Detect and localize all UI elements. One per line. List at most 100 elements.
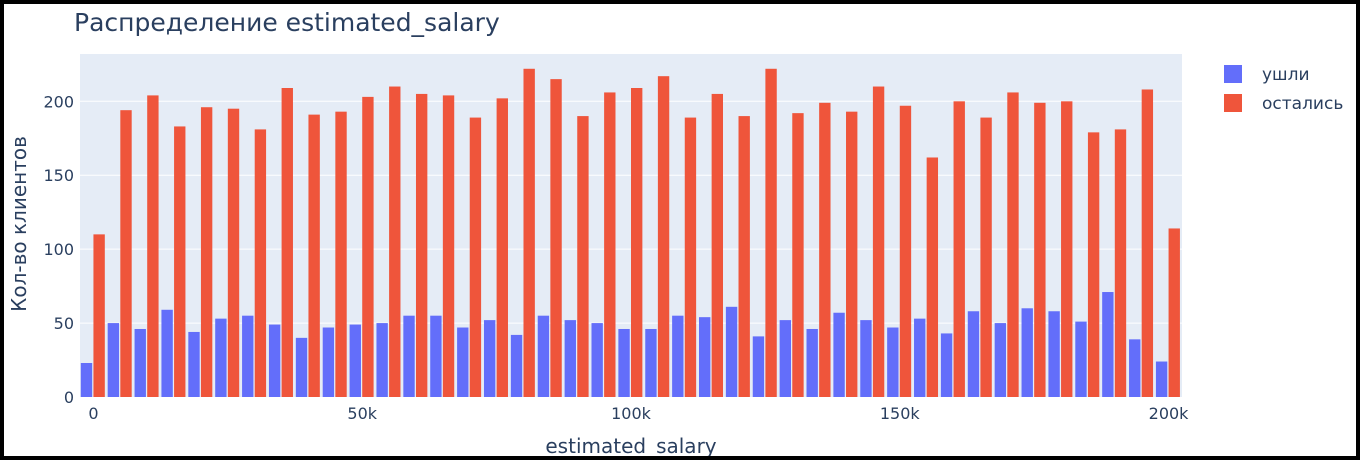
bar-retained (254, 129, 267, 397)
bar-retained (604, 92, 616, 397)
bar-retained (362, 96, 374, 398)
bar-retained (953, 101, 965, 397)
bar-churned (779, 320, 792, 397)
bar-churned (1102, 292, 1114, 397)
y-axis-label: Кол-во клиентов (7, 136, 31, 312)
bar-retained (872, 86, 885, 397)
bar-retained (819, 102, 831, 397)
bar-churned (1075, 321, 1087, 397)
bar-churned (161, 309, 173, 397)
bar-retained (765, 68, 777, 397)
legend[interactable]: ушли остались (1224, 65, 1343, 114)
bar-churned (833, 312, 845, 397)
bar-retained (1114, 129, 1127, 397)
y-tick-label: 50 (54, 314, 74, 333)
bar-retained (577, 116, 589, 397)
bar-churned (860, 320, 872, 397)
bar-retained (899, 105, 912, 397)
bar-retained (1168, 228, 1180, 397)
bar-retained (550, 79, 562, 397)
bar-churned (994, 323, 1007, 397)
bar-churned (672, 315, 684, 397)
bar-retained (389, 86, 401, 397)
bar-churned (134, 328, 146, 397)
bar-retained (1141, 89, 1154, 397)
bar-churned (403, 315, 415, 397)
bar-churned (430, 315, 442, 397)
bar-churned (349, 324, 361, 397)
bar-churned (967, 311, 980, 397)
bar-churned (618, 328, 630, 397)
bars (80, 68, 1180, 398)
bar-retained (200, 107, 213, 397)
y-tick-labels: 0 50 100 150 200 (43, 92, 74, 407)
bar-retained (308, 114, 320, 398)
bar-churned (1155, 361, 1168, 397)
bar-churned (107, 323, 120, 397)
bar-churned (914, 318, 926, 397)
legend-label-retained[interactable]: остались (1262, 94, 1343, 114)
x-axis-label: estimated_salary (545, 434, 716, 456)
bar-churned (645, 328, 657, 397)
legend-label-churned[interactable]: ушли (1262, 65, 1310, 85)
bar-retained (469, 117, 482, 397)
bar-churned (725, 306, 738, 397)
bar-churned (752, 336, 765, 397)
bar-retained (147, 95, 159, 398)
chart-title: Распределение estimated_salary (74, 8, 500, 37)
chart-canvas: Распределение estimated_salary 0 50 100 150… (4, 4, 1356, 456)
bar-retained (631, 88, 643, 397)
y-tick-label: 200 (43, 92, 74, 111)
bar-churned (215, 318, 227, 397)
bar-retained (174, 126, 186, 397)
y-tick-label: 0 (64, 388, 74, 407)
bar-churned (591, 323, 603, 397)
bar-churned (1048, 311, 1060, 397)
bar-retained (442, 95, 455, 398)
bar-churned (188, 331, 200, 397)
y-tick-label: 150 (43, 166, 74, 185)
bar-retained (227, 108, 240, 397)
bar-retained (120, 110, 132, 398)
x-tick-label: 150k (880, 404, 921, 423)
bar-retained (281, 88, 293, 397)
bar-retained (792, 113, 804, 397)
legend-swatch-retained[interactable] (1224, 94, 1242, 112)
bar-retained (846, 111, 858, 397)
bar-churned (806, 328, 818, 397)
x-tick-label: 200k (1149, 404, 1190, 423)
bar-retained (684, 117, 697, 397)
salary-distribution-chart: Распределение estimated_salary 0 50 100 150… (7, 8, 1343, 456)
bar-retained (1007, 92, 1019, 397)
bar-churned (1021, 308, 1033, 397)
bar-retained (1061, 101, 1073, 397)
y-tick-label: 100 (43, 240, 74, 259)
bar-retained (93, 234, 105, 397)
x-tick-label: 50k (347, 404, 377, 423)
x-tick-labels: 0 50k 100k 150k 200k (88, 404, 1189, 423)
x-tick-label: 100k (611, 404, 652, 423)
bar-churned (268, 324, 281, 397)
bar-churned (1129, 339, 1141, 397)
bar-churned (699, 317, 711, 397)
bar-retained (335, 111, 347, 397)
bar-retained (738, 116, 750, 397)
bar-retained (1034, 102, 1046, 397)
bar-retained (523, 68, 535, 397)
bar-retained (926, 157, 939, 397)
bar-churned (80, 363, 93, 397)
bar-retained (1087, 132, 1100, 398)
bar-churned (242, 315, 254, 397)
bar-retained (980, 117, 992, 397)
legend-swatch-churned[interactable] (1224, 65, 1242, 83)
bar-churned (564, 320, 576, 397)
bar-churned (457, 327, 469, 397)
bar-churned (322, 327, 335, 397)
x-tick-label: 0 (88, 404, 98, 423)
bar-churned (295, 337, 308, 397)
bar-churned (483, 320, 496, 397)
bar-churned (376, 323, 388, 397)
bar-retained (657, 76, 670, 398)
bar-churned (510, 334, 523, 397)
bar-retained (415, 93, 428, 398)
